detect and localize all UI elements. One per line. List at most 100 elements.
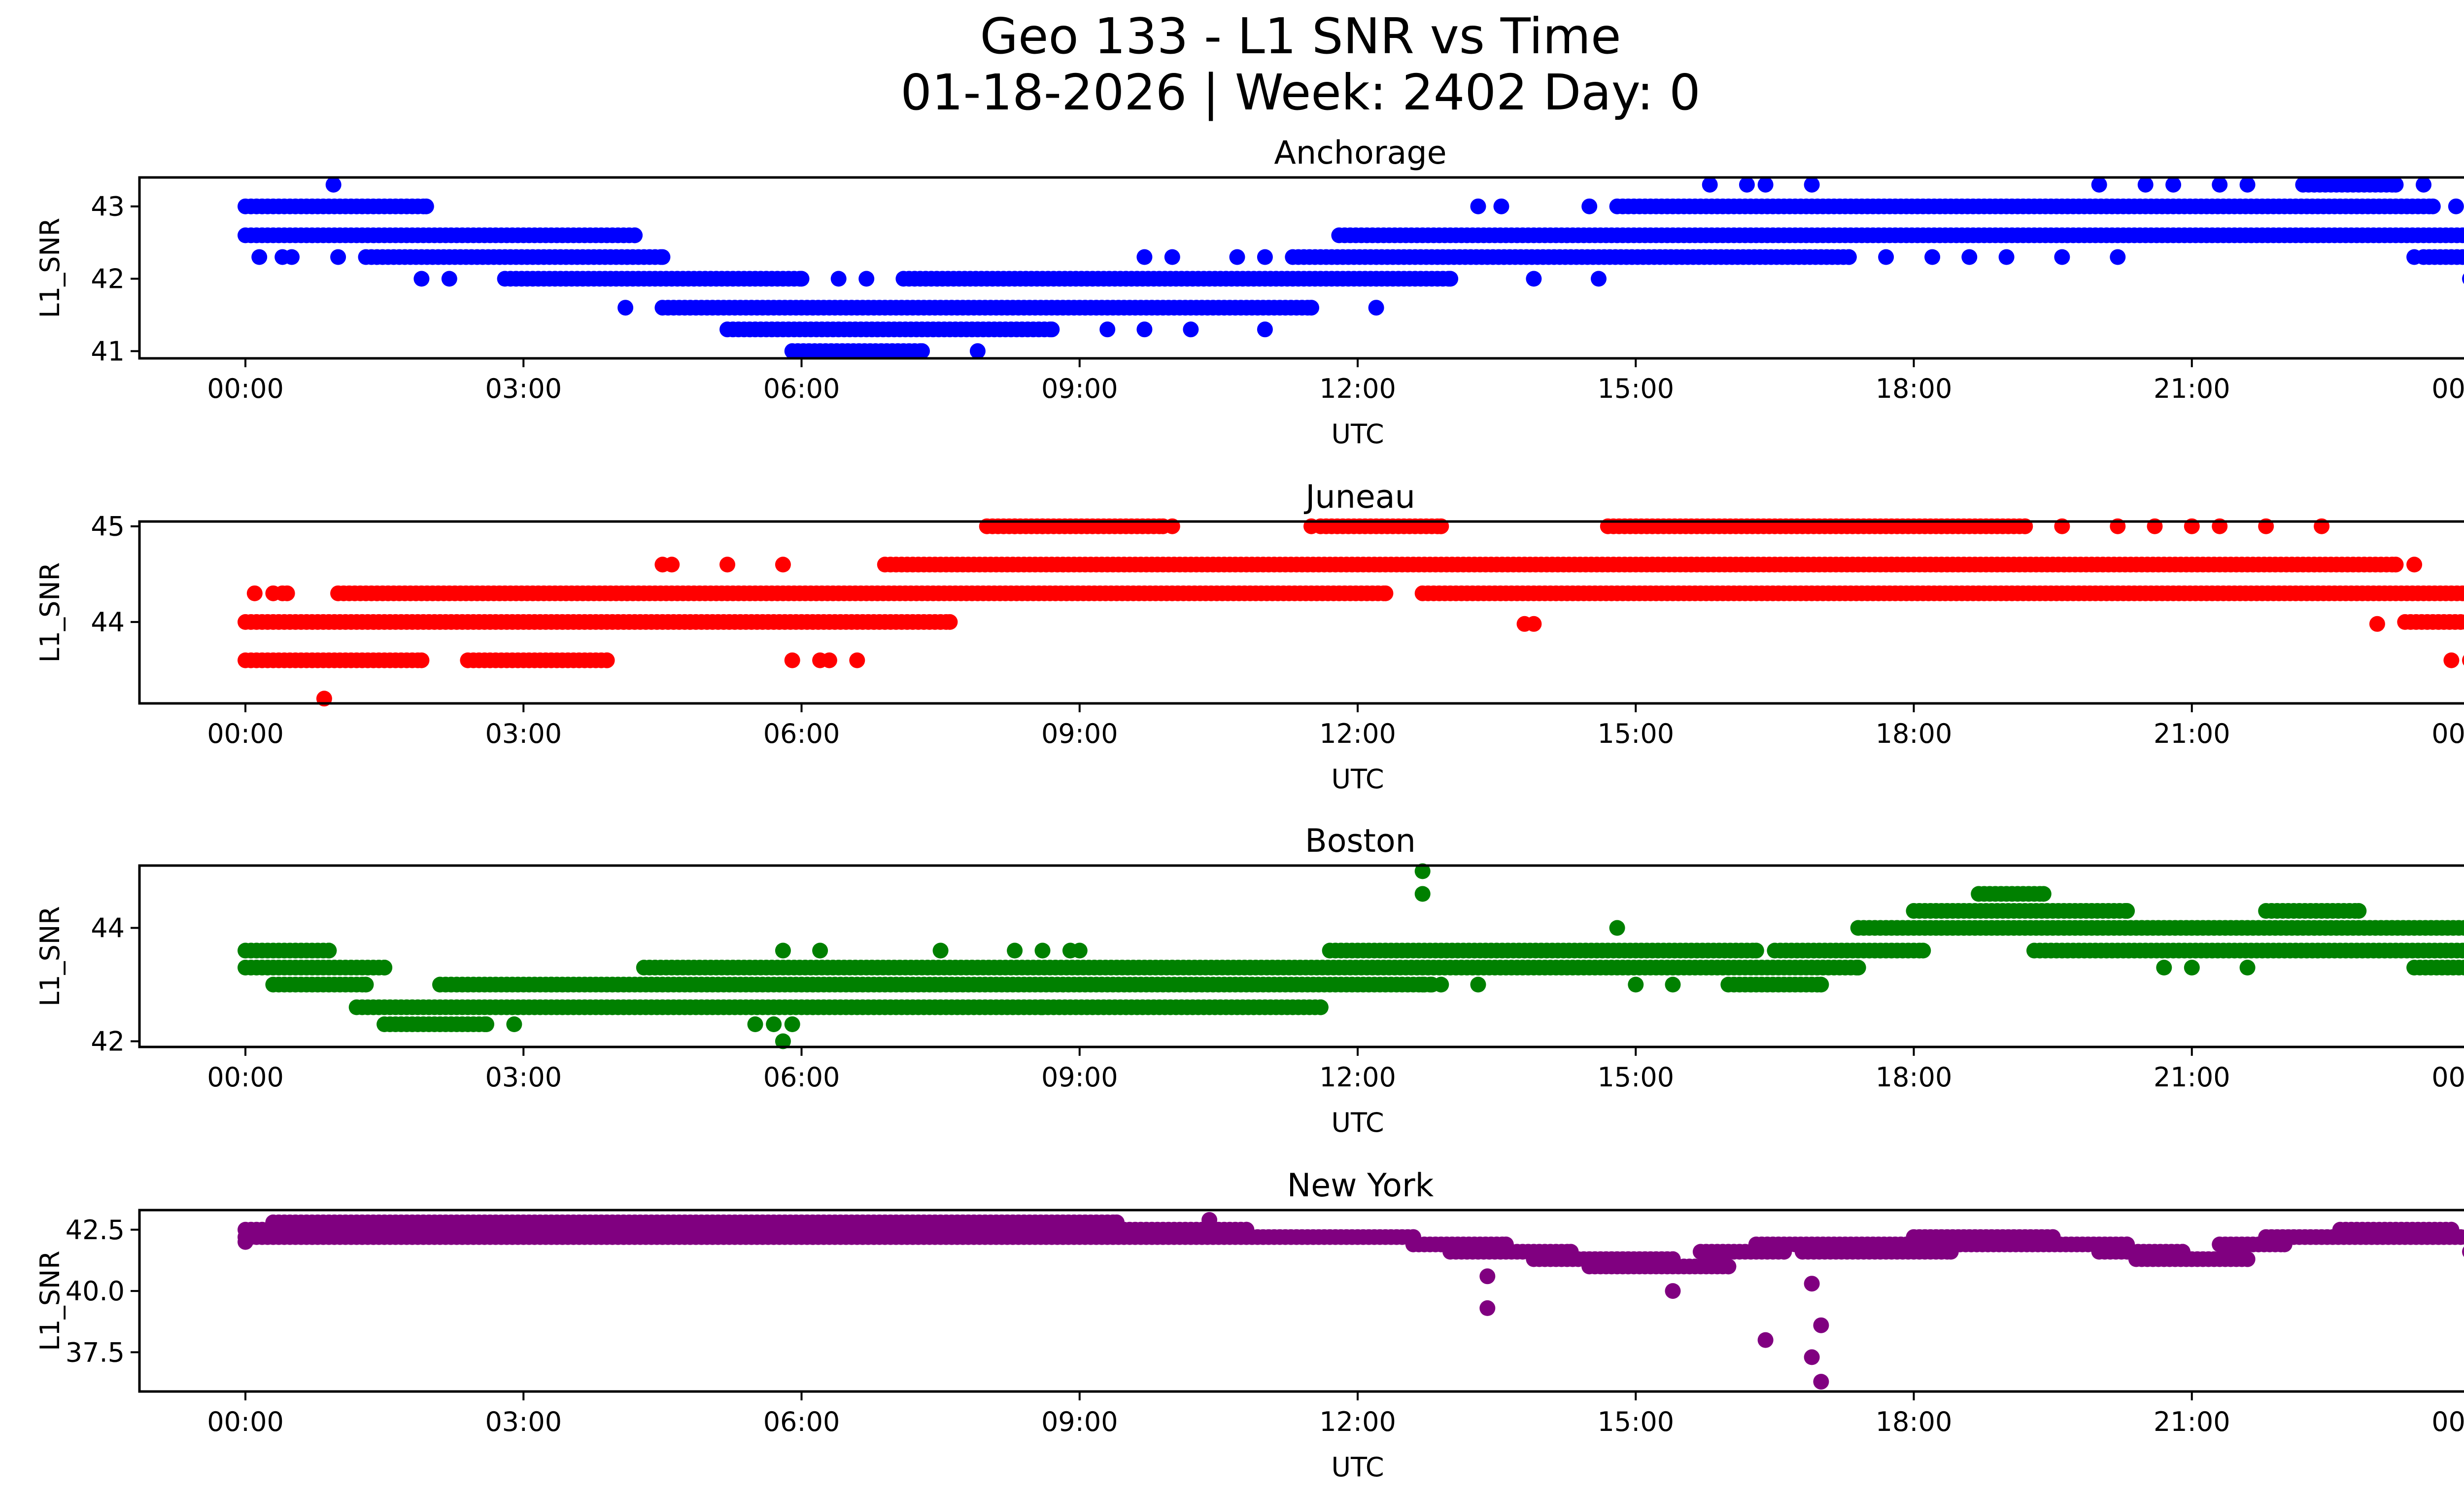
- subplot-title: Anchorage: [1274, 135, 1446, 172]
- data-point: [1526, 616, 1542, 632]
- data-point: [1303, 300, 1319, 316]
- data-point: [2443, 1221, 2460, 1238]
- data-point: [1470, 198, 1486, 214]
- data-point: [251, 249, 268, 265]
- data-point: [2456, 920, 2464, 936]
- x-tick-label: 18:00: [1876, 1406, 1952, 1437]
- x-tick-label: 15:00: [1597, 1406, 1674, 1437]
- subplot-boston: Boston UTC L1_SNR 00:00 03:00 06:00 09:00 12…: [34, 823, 2464, 1138]
- data-point: [784, 652, 800, 668]
- x-tick-label: 00:00: [2431, 1406, 2464, 1437]
- x-tick-label: 03:00: [485, 1062, 562, 1093]
- data-point: [1007, 942, 1023, 959]
- data-point: [2184, 960, 2200, 975]
- x-axis-label: UTC: [1331, 764, 1384, 795]
- x-tick-label: 09:00: [1041, 1062, 1118, 1093]
- data-point: [1924, 249, 1941, 265]
- data-point: [2110, 249, 2126, 265]
- data-point: [321, 942, 337, 959]
- data-point: [2416, 176, 2431, 193]
- data-point: [1229, 249, 1245, 265]
- y-tick-label: 37.5: [66, 1337, 125, 1368]
- data-points: [238, 518, 2464, 707]
- data-point: [849, 652, 865, 668]
- x-tick-label: 00:00: [2431, 373, 2464, 404]
- y-axis-label: L1_SNR: [34, 562, 66, 663]
- data-points: [238, 1212, 2464, 1390]
- x-tick-label: 03:00: [485, 1406, 562, 1437]
- data-point: [1757, 176, 1774, 193]
- data-points: [238, 863, 2464, 1049]
- data-point: [1813, 1374, 1829, 1390]
- data-point: [2239, 176, 2256, 193]
- data-point: [1591, 271, 1607, 287]
- data-point: [1479, 1300, 1496, 1316]
- y-tick-label: 42.5: [66, 1215, 125, 1246]
- plot-frame: [138, 864, 2464, 1048]
- data-point: [747, 1016, 763, 1032]
- data-point: [1804, 1349, 1820, 1365]
- data-point: [1183, 321, 1199, 338]
- data-point: [279, 585, 295, 601]
- data-point: [330, 249, 346, 265]
- data-point: [793, 271, 810, 287]
- data-point: [1164, 249, 1180, 265]
- y-tick-label: 40.0: [66, 1276, 125, 1307]
- data-point: [246, 585, 263, 601]
- data-point: [2462, 273, 2464, 284]
- data-point: [1850, 960, 1866, 975]
- x-tick-label: 00:00: [207, 1062, 284, 1093]
- data-point: [1915, 942, 1931, 959]
- data-point: [1757, 1332, 1774, 1348]
- data-point: [506, 1016, 522, 1032]
- y-axis-label: L1_SNR: [34, 906, 66, 1007]
- data-point: [2156, 960, 2172, 975]
- data-point: [1628, 976, 1644, 993]
- data-point: [1665, 1283, 1681, 1299]
- subplot-title: New York: [1287, 1167, 1434, 1204]
- data-point: [413, 652, 430, 668]
- x-tick-label: 06:00: [763, 373, 840, 404]
- x-tick-label: 12:00: [1319, 1062, 1396, 1093]
- data-point: [942, 614, 958, 630]
- x-tick-label: 06:00: [763, 718, 840, 749]
- y-tick-label: 42: [91, 264, 125, 295]
- data-point: [2462, 1232, 2464, 1243]
- data-point: [1414, 863, 1431, 879]
- data-point: [1109, 1214, 1125, 1230]
- x-tick-label: 18:00: [1876, 373, 1952, 404]
- x-tick-label: 15:00: [1597, 1062, 1674, 1093]
- data-point: [1201, 1212, 1218, 1228]
- data-point: [284, 249, 300, 265]
- y-tick-label: 44: [91, 607, 125, 638]
- x-tick-label: 00:00: [2431, 718, 2464, 749]
- data-point: [2443, 652, 2460, 668]
- data-point: [325, 176, 342, 193]
- data-point: [766, 1016, 782, 1032]
- data-point: [1414, 886, 1431, 902]
- x-axis-label: UTC: [1331, 1452, 1384, 1483]
- y-tick-label: 43: [91, 191, 125, 222]
- data-point: [775, 1033, 791, 1049]
- data-point: [2388, 556, 2404, 573]
- data-point: [1414, 976, 1431, 993]
- data-point: [2462, 230, 2464, 241]
- data-point: [1878, 249, 1894, 265]
- data-point: [1442, 271, 1459, 287]
- data-point: [1581, 198, 1598, 214]
- data-point: [1748, 942, 1764, 959]
- x-tick-label: 21:00: [2154, 373, 2230, 404]
- data-point: [2369, 616, 2385, 632]
- data-point: [2406, 556, 2423, 573]
- data-point: [627, 227, 643, 243]
- data-point: [418, 198, 434, 214]
- x-tick-label: 21:00: [2154, 1406, 2230, 1437]
- data-point: [2137, 176, 2154, 193]
- x-tick-label: 15:00: [1597, 718, 1674, 749]
- data-point: [441, 271, 457, 287]
- data-point: [2462, 922, 2464, 934]
- x-axis-label: UTC: [1331, 1107, 1384, 1138]
- subplot-title: Juneau: [1303, 479, 1415, 516]
- x-tick-label: 00:00: [207, 1406, 284, 1437]
